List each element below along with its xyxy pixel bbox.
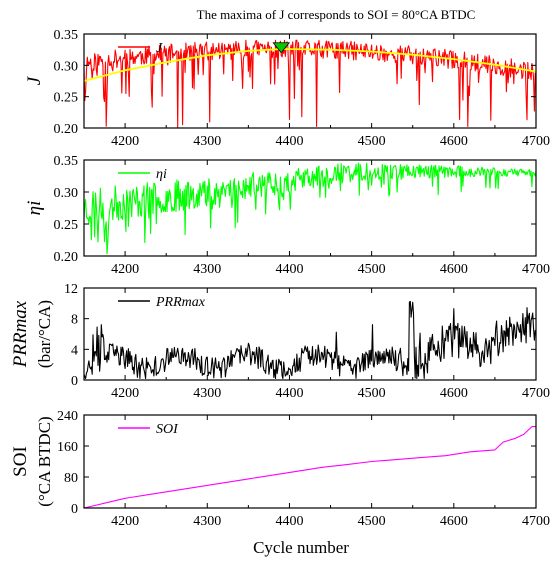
y-tick-label: 0.25	[54, 218, 79, 233]
y-tick-label: 0.20	[54, 250, 79, 265]
legend-label: J	[156, 41, 163, 56]
series-line-j	[83, 39, 537, 129]
x-tick-label: 4200	[111, 386, 139, 401]
y-axis-label: PRRmax	[10, 300, 31, 368]
y-tick-label: 0.35	[54, 154, 79, 169]
legend-label: ηi	[156, 167, 167, 182]
x-tick-label: 4500	[358, 514, 386, 529]
maxima-marker	[272, 42, 291, 54]
x-tick-label: 4400	[275, 134, 303, 149]
x-tick-label: 4700	[522, 386, 550, 401]
y-tick-label: 0.35	[54, 28, 79, 43]
series-line-soi	[83, 426, 536, 509]
x-tick-label: 4700	[522, 262, 550, 277]
x-tick-label: 4600	[440, 262, 468, 277]
y-tick-label: 12	[64, 282, 78, 297]
chart-panel-3: 4200 4300 4400 4500 4600 4700 0 4 8 12 PRRmax PRRma…	[10, 282, 550, 401]
y-tick-label: 240	[57, 409, 78, 424]
x-tick-label: 4300	[193, 514, 221, 529]
legend-label: SOI	[156, 422, 179, 437]
y-tick-label: 0.30	[54, 59, 79, 74]
x-axis-label: Cycle number	[253, 538, 349, 557]
y-axis-label: J	[24, 75, 45, 85]
y-tick-label: 0	[71, 502, 78, 517]
x-tick-label: 4600	[440, 514, 468, 529]
y-tick-label: 0.25	[54, 91, 79, 106]
plot-frame	[83, 159, 537, 257]
y-tick-label: 4	[71, 343, 78, 358]
y-tick-label: 0	[71, 374, 78, 389]
chart-panel-2: 4200 4300 4400 4500 4600 4700 0.20 0.25 0.30 0.35…	[24, 154, 550, 277]
y-tick-label: 80	[64, 471, 78, 486]
y-axis-unit-label: (°CA BTDC)	[35, 416, 54, 506]
series-line-fit	[83, 48, 537, 82]
plot-frame	[83, 414, 537, 509]
plot-frame	[83, 33, 537, 129]
x-tick-label: 4500	[358, 262, 386, 277]
x-tick-label: 4300	[193, 386, 221, 401]
annotation-text: The maxima of J corresponds to SOI = 80°…	[197, 7, 476, 22]
x-tick-label: 4400	[275, 514, 303, 529]
x-tick-label: 4400	[275, 262, 303, 277]
plot-frame	[83, 287, 537, 381]
x-tick-label: 4200	[111, 262, 139, 277]
x-tick-label: 4300	[193, 262, 221, 277]
series-line--i	[83, 162, 537, 255]
chart-panel-1: 4200 4300 4400 4500 4600 4700 0.20 0.25 0.30 0.35…	[24, 28, 550, 149]
x-tick-label: 4700	[522, 514, 550, 529]
x-tick-label: 4500	[358, 134, 386, 149]
x-tick-label: 4200	[111, 514, 139, 529]
x-tick-label: 4600	[440, 134, 468, 149]
chart-panel-4: 4200 4300 4400 4500 4600 4700080160240SOISOI(…	[10, 409, 550, 529]
x-tick-label: 4600	[440, 386, 468, 401]
x-tick-label: 4400	[275, 386, 303, 401]
legend-label: PRRmax	[155, 295, 206, 310]
x-tick-label: 4200	[111, 134, 139, 149]
y-tick-label: 0.20	[54, 122, 79, 137]
x-tick-label: 4300	[193, 134, 221, 149]
x-tick-label: 4500	[358, 386, 386, 401]
y-tick-label: 0.30	[54, 186, 79, 201]
y-axis-label: ηi	[24, 201, 45, 216]
y-axis-label: SOI	[10, 446, 31, 477]
series-line-prrmax	[83, 300, 537, 380]
y-tick-label: 160	[57, 440, 78, 455]
x-tick-label: 4700	[522, 134, 550, 149]
y-axis-unit-label: (bar/°CA)	[35, 300, 54, 368]
y-tick-label: 8	[71, 313, 78, 328]
